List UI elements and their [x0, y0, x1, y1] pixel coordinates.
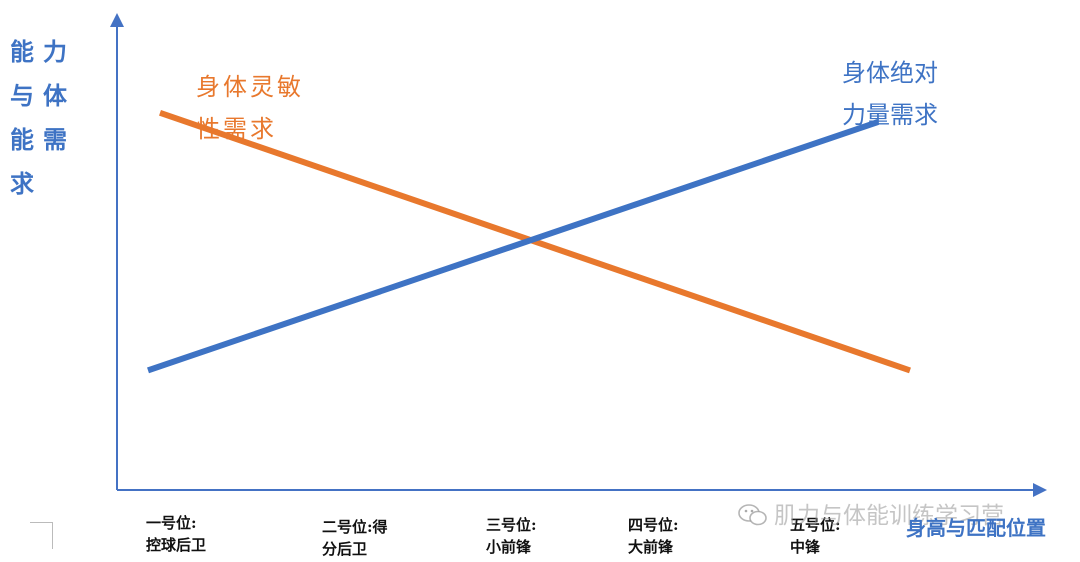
- x-tick-label: 三号位: 小前锋: [486, 516, 537, 556]
- wechat-icon: [738, 504, 767, 526]
- series-label-strength: 身体绝对 力量需求: [842, 59, 938, 129]
- series-layer: [147, 109, 911, 374]
- x-axis-label: 身高与匹配位置: [906, 516, 1046, 540]
- x-tick-label: 一号位: 控球后卫: [146, 514, 207, 554]
- x-tick-label: 五号位: 中锋: [790, 516, 841, 556]
- watermark: 肌力与体能训练学习营: [738, 496, 1004, 530]
- corner-mark: [30, 522, 53, 549]
- x-tick-label: 四号位: 大前锋: [628, 516, 679, 556]
- watermark-text: 肌力与体能训练学习营: [774, 503, 1004, 529]
- series-line-strength: [147, 119, 879, 374]
- series-label-agility: 身体灵敏 性需求: [196, 73, 304, 143]
- x-tick-label: 二号位:得 分后卫: [322, 518, 388, 558]
- y-axis-label: 能力与体能需求: [10, 38, 76, 198]
